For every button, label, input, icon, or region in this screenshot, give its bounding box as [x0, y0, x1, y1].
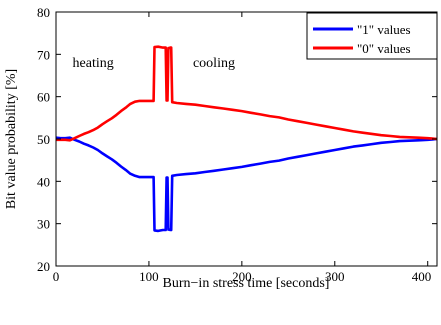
- series-line-1-values: [55, 136, 438, 233]
- y-tick-label: 20: [37, 259, 50, 274]
- annotation-cooling: cooling: [193, 56, 235, 71]
- y-tick-label: 30: [37, 217, 50, 232]
- annotation-heating: heating: [73, 56, 114, 71]
- legend-box: [306, 12, 438, 60]
- x-axis-label: Burn−in stress time [seconds]: [163, 276, 330, 291]
- x-axis: 0 100 200 300 400: [53, 12, 431, 284]
- x-tick-label: 400: [412, 269, 432, 284]
- y-axis: 20 30 40 50 60 70 80: [37, 5, 437, 274]
- legend-label-0-values: "0" values: [357, 41, 411, 56]
- legend-label-1-values: "1" values: [357, 22, 411, 37]
- y-tick-label: 70: [37, 47, 50, 62]
- y-axis-label: Bit value probability [%]: [4, 69, 19, 209]
- y-tick-label: 50: [37, 132, 50, 147]
- x-tick-label: 200: [232, 269, 252, 284]
- y-tick-label: 60: [37, 90, 50, 105]
- legend: "1" values "0" values: [306, 12, 438, 60]
- x-tick-label: 300: [325, 269, 345, 284]
- x-tick-label: 0: [53, 269, 60, 284]
- series-line-0-values: [56, 45, 438, 142]
- y-tick-label: 80: [37, 5, 50, 20]
- y-tick-label: 40: [37, 174, 50, 189]
- x-tick-label: 100: [139, 269, 159, 284]
- series-group: [55, 45, 438, 233]
- annotations: heating cooling: [73, 56, 235, 71]
